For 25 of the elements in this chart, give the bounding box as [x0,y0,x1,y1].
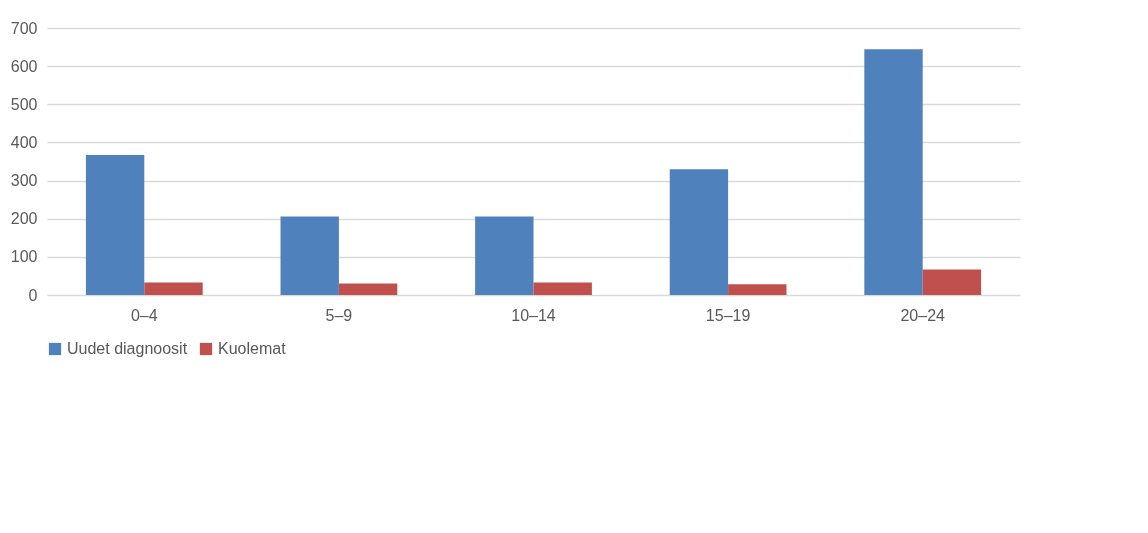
y-tick-label: 400 [10,133,38,151]
y-tick-label: 600 [10,57,38,75]
y-tick-label: 300 [10,172,38,190]
bar [85,155,145,295]
bar [338,283,398,295]
y-tick-label: 0 [28,286,38,304]
y-tick-label: 200 [10,210,38,228]
bar [144,282,203,295]
x-tick-label: 20–24 [900,306,946,324]
y-tick-label: 100 [10,248,38,266]
y-tick-label: 500 [10,95,38,113]
bar [864,49,923,295]
x-tick-label: 15–19 [705,306,751,324]
x-tick-label: 0–4 [130,306,158,324]
bar [922,269,982,295]
bar [533,282,592,295]
x-tick-label: 5–9 [325,306,353,324]
bar [280,216,339,295]
legend-label: Kuolemat [218,340,287,357]
x-tick-label: 10–14 [511,306,556,324]
legend-label: Uudet diagnoosit [67,340,188,357]
bar [728,284,787,295]
bar [475,216,534,295]
y-tick-label: 700 [10,19,38,37]
bar [669,169,729,295]
